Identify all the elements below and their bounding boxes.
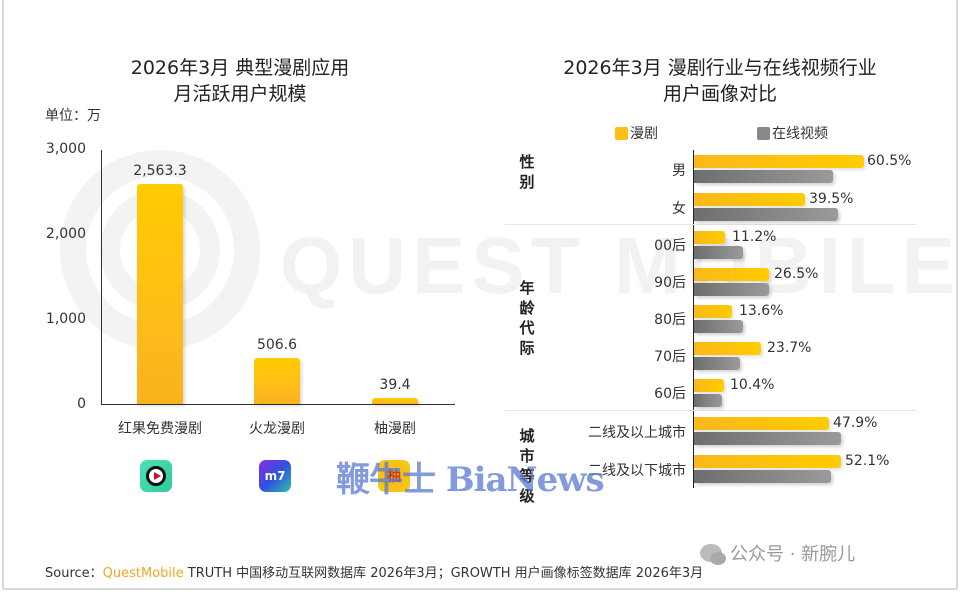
category-axis: [693, 150, 694, 488]
bar-manju-female: [694, 193, 805, 206]
bar-video-90: [694, 283, 769, 296]
group-separator: [505, 224, 917, 225]
wechat-account-name: 公众号 · 新腕儿: [730, 544, 856, 565]
bar-manju-tier-high: [694, 417, 829, 430]
bar-value-huolong: 506.6: [256, 337, 298, 353]
bar-manju-60: [694, 379, 724, 392]
bar-manju-70: [694, 342, 761, 355]
legend-video: 在线视频: [757, 123, 828, 143]
bar-manju-00: [694, 231, 725, 244]
bar-video-60: [694, 394, 722, 407]
bar-manju-80: [694, 305, 732, 318]
group-label-age: 年龄代际: [519, 279, 535, 357]
bar-video-female: [694, 208, 838, 221]
right-title-line1: 2026年3月 漫剧行业与在线视频行业: [563, 57, 877, 79]
source-text: TRUTH 中国移动互联网数据库 2026年3月；GROWTH 用户画像标签数据…: [183, 566, 704, 581]
wechat-icon: [700, 544, 726, 565]
value-manju-female: 39.5%: [809, 191, 854, 207]
left-title-line2: 月活跃用户规模: [173, 83, 307, 105]
bar-manju-90: [694, 268, 769, 281]
y-tick-2000: 2,000: [45, 226, 86, 242]
y-tick-0: 0: [77, 396, 86, 412]
bar-you: [372, 398, 418, 404]
bar-huolong: [254, 358, 300, 404]
legend-label-manju: 漫剧: [630, 126, 658, 142]
category-label: 女: [672, 201, 686, 217]
bar-video-80: [694, 320, 743, 333]
category-label: 二线及以上城市: [588, 425, 686, 441]
bar-value-you: 39.4: [379, 377, 411, 393]
y-tick-1000: 1,000: [45, 311, 86, 327]
x-category-you: 柚漫剧: [374, 421, 416, 437]
bar-video-70: [694, 357, 740, 370]
value-manju-90: 26.5%: [774, 266, 819, 282]
value-manju-00: 11.2%: [732, 229, 777, 245]
group-label-city: 城市等级: [519, 427, 535, 505]
bianews-overlay-watermark: 鞭牛士 BiaNews: [336, 460, 605, 500]
bar-hongguo: [137, 184, 183, 404]
source-prefix: Source：: [45, 566, 103, 581]
bar-video-male: [694, 170, 833, 183]
value-manju-60: 10.4%: [730, 377, 775, 393]
wechat-account-watermark: 公众号 · 新腕儿: [700, 540, 855, 566]
bar-video-00: [694, 246, 743, 259]
y-axis: [101, 150, 102, 405]
legend-label-video: 在线视频: [772, 126, 828, 142]
y-tick-3000: 3,000: [45, 141, 86, 157]
group-separator: [505, 410, 917, 411]
legend-swatch-video: [757, 126, 770, 140]
bar-value-hongguo: 2,563.3: [133, 163, 187, 179]
you-app-icon: 柚: [378, 460, 410, 492]
category-label: 70后: [654, 349, 686, 365]
category-label: 00后: [654, 238, 686, 254]
huolong-app-icon: m7: [259, 460, 291, 492]
left-chart-title: 2026年3月 典型漫剧应用 月活跃用户规模: [80, 55, 400, 107]
value-manju-70: 23.7%: [767, 340, 812, 356]
value-manju-tier-low: 52.1%: [845, 453, 890, 469]
legend-swatch-manju: [615, 126, 628, 140]
x-axis: [101, 404, 455, 405]
value-manju-80: 13.6%: [739, 303, 784, 319]
source-note: Source：QuestMobile TRUTH 中国移动互联网数据库 2026…: [45, 562, 703, 581]
source-brand: QuestMobile: [102, 566, 184, 581]
left-title-line1: 2026年3月 典型漫剧应用: [130, 57, 350, 79]
value-manju-male: 60.5%: [867, 153, 912, 169]
bar-video-tier-high: [694, 432, 841, 445]
category-label: 男: [672, 163, 686, 179]
group-label-gender: 性别: [519, 153, 535, 191]
value-manju-tier-high: 47.9%: [833, 415, 878, 431]
bar-video-tier-low: [694, 470, 831, 483]
x-category-hongguo: 红果免费漫剧: [118, 421, 202, 437]
category-label: 二线及以下城市: [588, 463, 686, 479]
category-label: 90后: [654, 275, 686, 291]
unit-label: 单位：万: [45, 108, 101, 124]
right-chart-title: 2026年3月 漫剧行业与在线视频行业 用户画像对比: [530, 55, 910, 107]
bar-manju-tier-low: [694, 455, 841, 468]
legend-manju: 漫剧: [615, 123, 658, 143]
right-title-line2: 用户画像对比: [662, 83, 777, 105]
category-label: 60后: [654, 386, 686, 402]
hongguo-app-icon: [140, 460, 172, 492]
bar-manju-male: [694, 155, 864, 168]
category-label: 80后: [654, 312, 686, 328]
x-category-huolong: 火龙漫剧: [249, 421, 305, 437]
